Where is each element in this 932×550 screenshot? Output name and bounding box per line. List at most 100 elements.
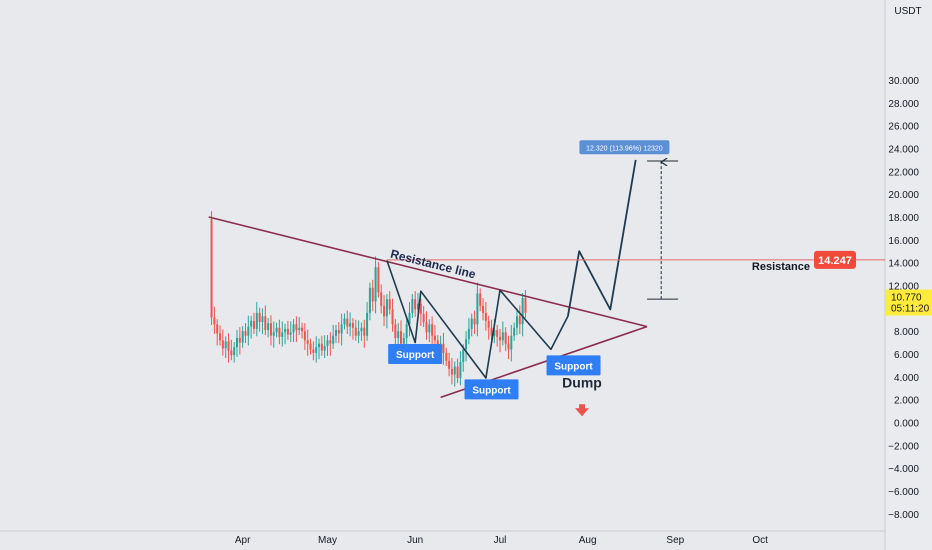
candles [210, 211, 527, 387]
candle-body [431, 324, 434, 336]
candle-body [368, 287, 371, 313]
candle-body [329, 340, 332, 344]
candle-body [476, 293, 479, 325]
candle-body [272, 332, 275, 336]
candle-body [459, 361, 462, 378]
time-tick-label: Oct [752, 535, 768, 546]
candle-body [499, 336, 501, 341]
candle-body [448, 360, 451, 369]
candle-body [261, 316, 264, 323]
candle-body [524, 298, 527, 313]
countdown-label: 05:11:20 [891, 304, 930, 315]
candle-body [326, 340, 329, 347]
candle-body [385, 299, 388, 317]
candle-body [343, 318, 346, 325]
candle-body [221, 340, 224, 349]
price-tick-label: 24.000 [888, 144, 919, 155]
candle-body [269, 323, 272, 336]
candle-body [366, 312, 369, 336]
price-tick-label: 12.000 [888, 281, 919, 292]
current-price-tag [886, 289, 932, 316]
candle-body [513, 327, 516, 336]
candle-body [374, 267, 377, 302]
time-axis-ticks: Apr May Jun Jul Aug Sep Oct [235, 535, 768, 546]
candle-body [400, 331, 403, 344]
candle-body [292, 324, 295, 333]
candle-body [515, 316, 518, 328]
candle-body [312, 349, 315, 353]
candle-body [318, 343, 321, 348]
candle-body [428, 324, 431, 333]
candle-body [377, 267, 380, 293]
candle-body [210, 219, 213, 318]
time-tick-label: May [318, 535, 337, 546]
zigzag-path[interactable] [386, 260, 569, 379]
candle-body [442, 343, 445, 353]
price-tick-label: 28.000 [888, 99, 919, 110]
price-tick-label: 8.000 [894, 327, 919, 338]
candle-body [473, 318, 476, 325]
candle-body [349, 323, 352, 327]
candle-body [465, 339, 468, 350]
candle-body [402, 338, 405, 344]
support-tag-label: Support [554, 361, 593, 372]
price-tick-label: 6.000 [894, 350, 919, 361]
candle-body [332, 335, 335, 344]
candle-body [360, 327, 363, 332]
candle-body [433, 335, 436, 341]
candle-body [244, 331, 247, 336]
candle-body [284, 328, 287, 333]
candle-body [391, 309, 394, 325]
candle-body [264, 316, 267, 331]
candle-body [487, 320, 490, 328]
candle-body [363, 327, 366, 336]
candle-body [479, 293, 482, 307]
candle-body [467, 328, 470, 340]
candle-body [267, 323, 270, 331]
candle-body [383, 306, 386, 317]
resistance-trendline[interactable] [208, 216, 648, 328]
support-tag[interactable] [388, 344, 443, 364]
candle-body [397, 331, 400, 339]
support-tag-label: Support [472, 385, 511, 396]
candle-body [414, 299, 417, 310]
support-tag[interactable] [546, 355, 601, 376]
candle-body [504, 332, 507, 344]
resistance-price-tag[interactable] [814, 250, 856, 269]
time-tick-label: Aug [579, 535, 597, 546]
currency-label: USDT [894, 6, 921, 17]
candle-body [258, 312, 261, 323]
support-tag-label: Support [396, 350, 435, 361]
candle-body [450, 368, 453, 375]
candle-body [303, 331, 306, 341]
candle-body [278, 327, 281, 337]
price-tick-label: 16.000 [888, 236, 919, 247]
time-tick-label: Jul [494, 535, 507, 546]
candle-body [405, 324, 408, 339]
projection-path[interactable] [567, 159, 637, 317]
candle-body [219, 333, 222, 341]
candle-body [445, 352, 448, 361]
candle-body [351, 323, 354, 328]
price-tick-label: −4.000 [888, 464, 919, 475]
price-tick-label: 4.000 [894, 373, 919, 384]
candle-body [484, 312, 487, 321]
measure-label: 12.320 (113.96%) 12320 [586, 145, 663, 152]
candle-body [238, 338, 241, 343]
time-tick-label: Apr [235, 535, 251, 546]
candle-body [216, 324, 219, 334]
candle-body [482, 306, 485, 313]
candle-body [275, 327, 278, 333]
candle-body [419, 303, 422, 315]
support-tag[interactable] [464, 379, 519, 400]
candle-body [233, 347, 236, 356]
candle-body [286, 328, 289, 335]
candle-body [255, 312, 258, 329]
time-tick-label: Jun [407, 535, 423, 546]
measure-label-box[interactable] [579, 140, 670, 155]
current-price-label: 10.770 [891, 293, 922, 304]
candle-body [295, 324, 298, 331]
price-tick-label: 30.000 [888, 76, 919, 87]
candle-body [320, 343, 323, 351]
